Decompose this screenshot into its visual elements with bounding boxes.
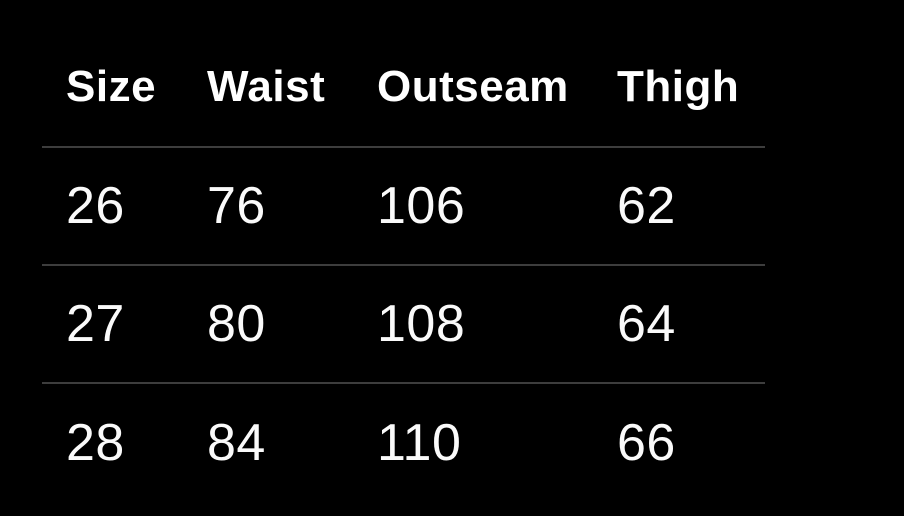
table-header-row: Size Waist Outseam Thigh [42,28,765,148]
table-row: 28 84 110 66 [42,384,765,502]
header-cell-outseam: Outseam [377,62,569,111]
cell-waist: 76 [207,177,266,235]
cell-waist: 80 [207,295,266,353]
cell-thigh: 66 [617,414,676,472]
header-cell-waist: Waist [207,62,326,111]
cell-outseam: 106 [377,177,466,235]
header-cell-thigh: Thigh [617,62,740,111]
cell-size: 28 [66,414,125,472]
cell-size: 26 [66,177,125,235]
cell-outseam: 110 [377,414,462,472]
table-row: 26 76 106 62 [42,148,765,266]
cell-waist: 84 [207,414,266,472]
cell-outseam: 108 [377,295,466,353]
table-row: 27 80 108 64 [42,266,765,384]
header-cell-size: Size [66,62,157,111]
cell-thigh: 62 [617,177,676,235]
cell-size: 27 [66,295,125,353]
size-chart-table: Size Waist Outseam Thigh 26 76 106 62 27… [42,0,765,502]
cell-thigh: 64 [617,295,676,353]
